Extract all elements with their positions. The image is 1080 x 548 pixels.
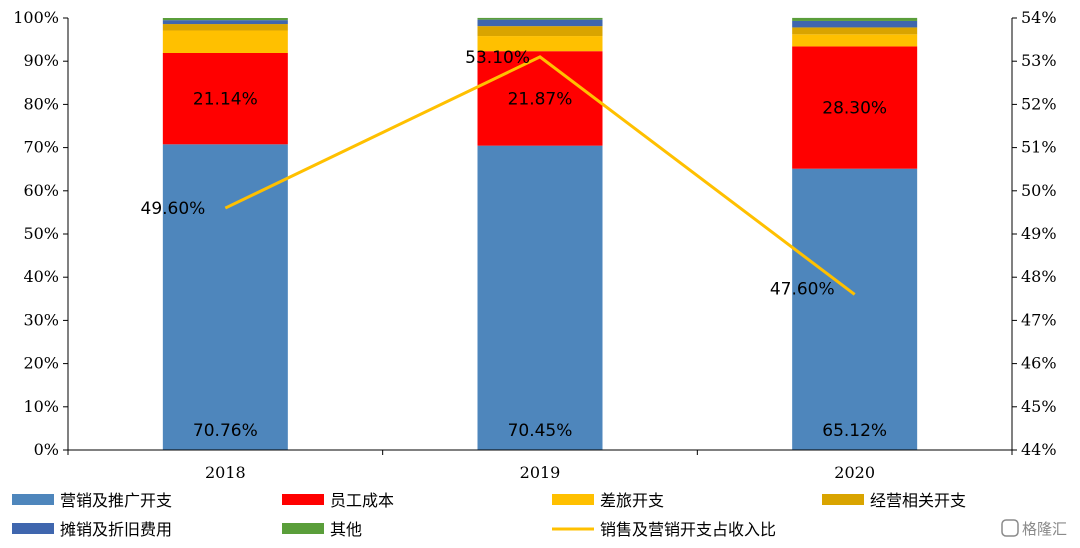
legend-label: 摊销及折旧费用: [60, 520, 172, 539]
bar-segment: [162, 24, 288, 31]
bar-segment: [162, 30, 288, 53]
right-tick-label: 49%: [1021, 224, 1057, 243]
legend-label: 其他: [330, 520, 362, 539]
bar-value-label: 70.76%: [193, 421, 258, 441]
left-tick-label: 60%: [23, 181, 59, 200]
bar-segment: [162, 52, 288, 145]
left-tick-label: 80%: [23, 94, 59, 113]
bar-segment: [477, 145, 603, 450]
right-tick-label: 46%: [1021, 354, 1057, 373]
bar-segment: [792, 27, 918, 35]
left-tick-label: 0%: [34, 440, 59, 459]
bar-segment: [792, 46, 918, 169]
right-tick-label: 53%: [1021, 51, 1057, 70]
left-tick-label: 70%: [23, 138, 59, 157]
legend-swatch: [822, 494, 864, 505]
left-tick-label: 90%: [23, 51, 59, 70]
left-tick-label: 30%: [23, 310, 59, 329]
bar-value-label: 65.12%: [822, 421, 887, 441]
bar-segment: [162, 20, 288, 25]
right-tick-label: 45%: [1021, 397, 1057, 416]
x-tick-label: 2018: [205, 463, 246, 482]
legend-swatch: [282, 523, 324, 534]
left-tick-label: 20%: [23, 354, 59, 373]
watermark-icon: [1001, 519, 1019, 537]
legend-label: 经营相关开支: [870, 491, 966, 510]
x-axis: 2018 2019 2020: [67, 449, 1013, 482]
right-tick-label: 54%: [1021, 8, 1057, 27]
legend-label: 员工成本: [330, 491, 394, 510]
ratio-line: 49.60% 53.10% 47.60%: [141, 48, 856, 299]
ratio-line-path: [224, 55, 856, 296]
legend-swatch: [552, 494, 594, 505]
bar-segment: [162, 18, 288, 21]
right-tick-label: 51%: [1021, 138, 1057, 157]
legend-label: 差旅开支: [600, 491, 664, 510]
legend-label: 销售及营销开支占收入比: [600, 520, 776, 539]
bar-segment: [792, 168, 918, 451]
x-tick-label: 2020: [834, 463, 875, 482]
legend-swatch: [282, 494, 324, 505]
bar-value-label: 70.45%: [508, 421, 573, 441]
bar-segment: [162, 144, 288, 450]
legend-label: 营销及推广开支: [60, 491, 172, 510]
bars: [162, 17, 918, 451]
bar-segment: [477, 51, 603, 146]
bar-segment: [477, 36, 603, 52]
right-tick-label: 44%: [1021, 440, 1057, 459]
bar-value-label: 21.14%: [193, 90, 258, 110]
line-value-label: 47.60%: [770, 279, 835, 299]
bar-segment: [477, 26, 603, 37]
left-tick-label: 100%: [13, 8, 59, 27]
legend-swatch: [12, 523, 54, 534]
bar-segment: [477, 17, 603, 20]
line-value-label: 53.10%: [465, 48, 530, 68]
bar-value-label: 21.87%: [508, 89, 573, 109]
bar-segment: [477, 19, 603, 27]
bar-labels: 70.76% 21.14% 70.45% 21.87% 65.12% 28.30%: [193, 89, 887, 440]
right-axis: 44% 45% 46% 47% 48% 49% 50% 51% 52% 53% 54%: [1011, 8, 1057, 459]
bar-segment: [792, 17, 918, 21]
right-tick-label: 50%: [1021, 181, 1057, 200]
left-axis: 0% 10% 20% 30% 40% 50% 60% 70% 80% 90% 100%: [13, 8, 69, 459]
right-tick-label: 48%: [1021, 267, 1057, 286]
bar-value-label: 28.30%: [822, 99, 887, 119]
left-tick-label: 10%: [23, 397, 59, 416]
line-value-label: 49.60%: [141, 199, 206, 219]
watermark-text: 格隆汇: [1022, 520, 1067, 538]
right-tick-label: 47%: [1021, 310, 1057, 329]
legend-swatch: [12, 494, 54, 505]
left-tick-label: 50%: [23, 224, 59, 243]
x-tick-label: 2019: [520, 463, 561, 482]
watermark: 格隆汇: [1001, 519, 1067, 538]
bar-segment: [792, 20, 918, 28]
left-tick-label: 40%: [23, 267, 59, 286]
bar-segment: [792, 34, 918, 47]
right-tick-label: 52%: [1021, 94, 1057, 113]
